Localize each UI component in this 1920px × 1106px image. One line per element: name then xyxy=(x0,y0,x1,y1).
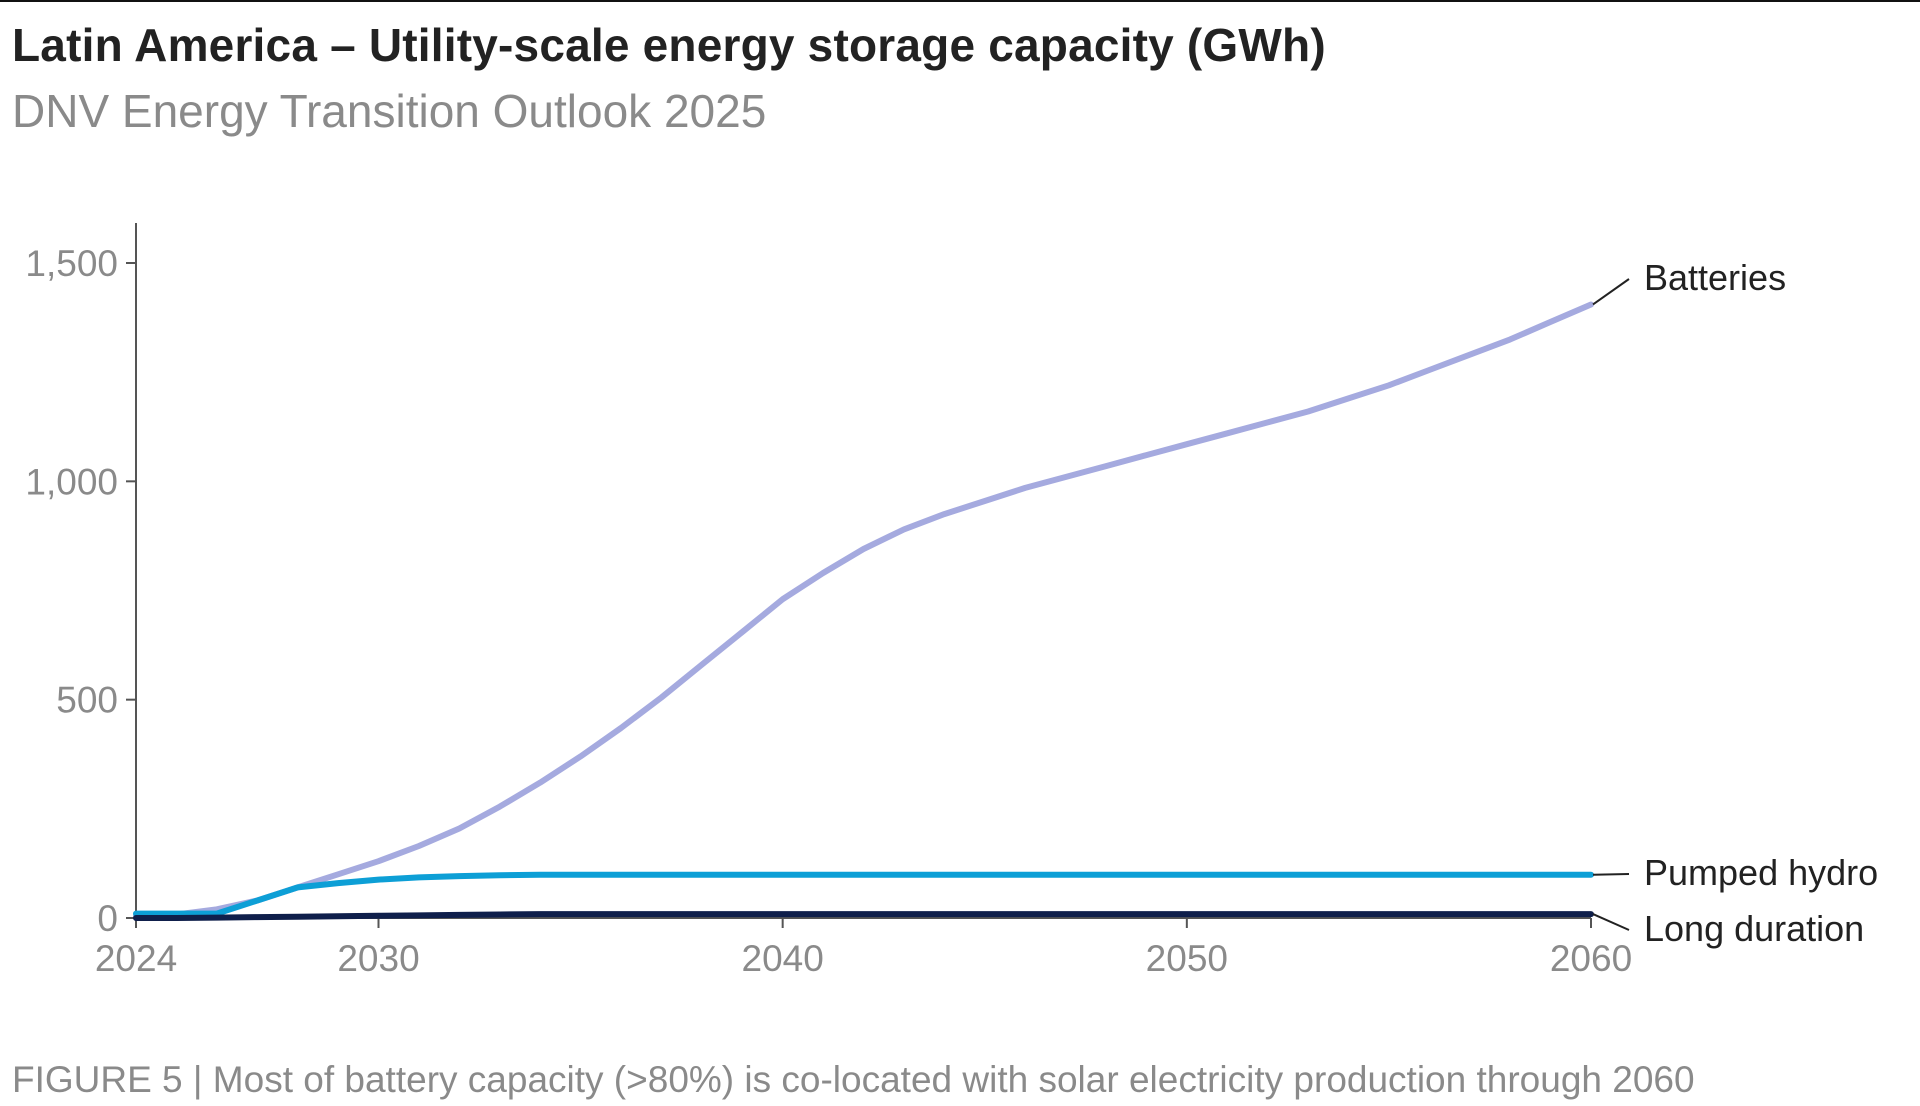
pumped-hydro-leader-line xyxy=(1592,873,1630,876)
y-axis: 0 500 1,000 1,500 xyxy=(25,223,137,939)
long-duration-line xyxy=(133,911,1594,921)
chart-subtitle: DNV Energy Transition Outlook 2025 xyxy=(12,85,767,137)
x-tick-label: 2030 xyxy=(337,938,419,979)
series-lines xyxy=(133,301,1594,921)
batteries-label: Batteries xyxy=(1644,257,1786,298)
series-labels: Batteries Pumped hydro Long duration xyxy=(1592,257,1878,949)
x-tick-label: 2040 xyxy=(742,938,824,979)
x-tick-label: 2050 xyxy=(1146,938,1228,979)
x-tick-label: 2060 xyxy=(1550,938,1632,979)
y-tick-label: 1,000 xyxy=(25,461,118,502)
figure-caption: FIGURE 5 | Most of battery capacity (>80… xyxy=(12,1059,1695,1100)
pumped-hydro-label: Pumped hydro xyxy=(1644,852,1878,893)
x-axis-ticks: 2024 2030 2040 2050 2060 xyxy=(95,918,1632,979)
y-axis-ticks: 0 500 1,000 1,500 xyxy=(25,243,136,939)
x-tick-label: 2024 xyxy=(95,938,177,979)
y-tick-label: 0 xyxy=(97,898,118,939)
chart-title: Latin America – Utility-scale energy sto… xyxy=(12,19,1326,71)
pumped-hydro-line xyxy=(133,871,1594,917)
y-tick-label: 1,500 xyxy=(25,243,118,284)
batteries-line xyxy=(133,301,1594,919)
long-duration-label: Long duration xyxy=(1644,908,1864,949)
top-rule xyxy=(0,0,1920,2)
x-axis: 2024 2030 2040 2050 2060 xyxy=(95,917,1632,979)
y-tick-label: 500 xyxy=(56,680,118,721)
long-duration-leader-line xyxy=(1592,913,1630,931)
batteries-leader-line xyxy=(1592,278,1630,306)
